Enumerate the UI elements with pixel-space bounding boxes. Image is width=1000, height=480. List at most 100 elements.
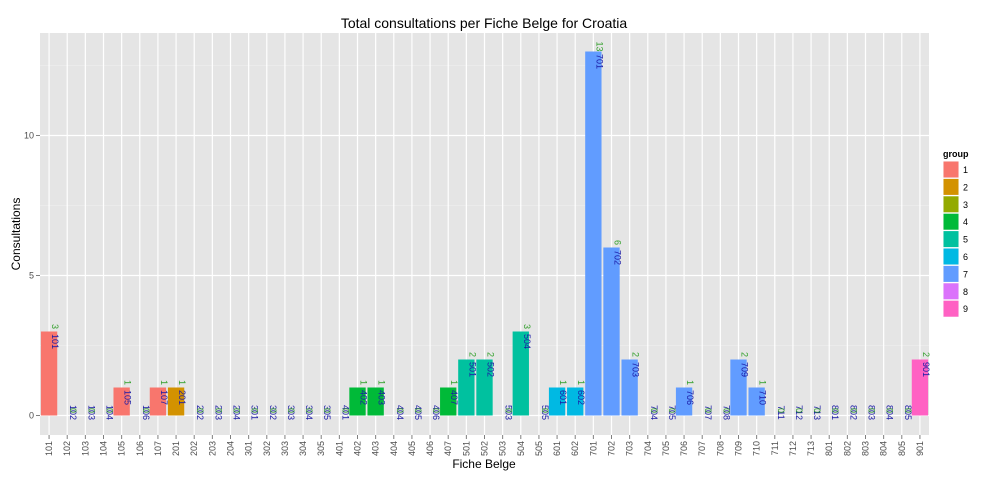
x-tick-label: 407: [443, 441, 453, 456]
legend-label: 2: [963, 182, 968, 192]
x-tick-label: 501: [461, 441, 471, 456]
bar-count-label: 0: [340, 408, 350, 413]
y-axis-title: Consultations: [9, 198, 23, 271]
bar-count-label: 0: [848, 408, 858, 413]
bar-id-label: 304: [304, 405, 314, 420]
bar-count-label: 1: [758, 380, 768, 385]
bar-count-label: 2: [467, 352, 477, 357]
bar-id-label: 202: [195, 405, 205, 420]
x-tick-label: 713: [806, 441, 816, 456]
bar-id-label: 101: [50, 334, 60, 349]
x-tick-label: 708: [715, 441, 725, 456]
legend-label: 4: [963, 217, 968, 227]
bar-id-label: 707: [703, 405, 713, 420]
x-tick-label: 403: [371, 441, 381, 456]
bar-count-label: 1: [123, 380, 133, 385]
x-tick-label: 707: [697, 441, 707, 456]
legend-swatch: [943, 300, 959, 317]
x-tick-label: 704: [643, 441, 653, 456]
bar-id-label: 201: [177, 390, 187, 405]
bar-id-label: 704: [649, 405, 659, 420]
x-tick-label: 406: [425, 441, 435, 456]
bar-id-label: 107: [159, 390, 169, 405]
bar-id-label: 801: [830, 405, 840, 420]
bar-id-label: 708: [721, 405, 731, 420]
bar-count-label: 0: [304, 408, 314, 413]
x-axis-title: Fiche Belge: [452, 457, 516, 471]
legend-swatch: [943, 265, 959, 282]
bar: [567, 387, 584, 416]
x-tick-label: 701: [588, 441, 598, 456]
bar-id-label: 406: [431, 405, 441, 420]
bar-id-label: 805: [903, 405, 913, 420]
grid-lines: [40, 33, 929, 435]
legend: group 1 2 3 4 5 6 7 8 9: [942, 149, 969, 318]
bar-id-label: 405: [413, 405, 423, 420]
x-tick-label: 104: [99, 441, 109, 456]
bar: [149, 387, 167, 416]
bar-id-label: 303: [286, 405, 296, 420]
y-axis: 0 5 10: [24, 131, 40, 421]
x-tick-label: 105: [117, 441, 127, 456]
bar-id-label: 105: [123, 390, 133, 405]
legend-label: 3: [963, 200, 968, 210]
bar: [476, 359, 493, 416]
chart-title: Total consultations per Fiche Belge for …: [341, 15, 628, 31]
bar-count-label: 0: [903, 408, 913, 413]
bar-count-label: 0: [286, 408, 296, 413]
bar-count-label: 0: [141, 408, 151, 413]
x-tick-label: 703: [625, 441, 635, 456]
bar: [730, 359, 747, 416]
x-tick-label: 305: [316, 441, 326, 456]
x-tick-label: 101: [44, 441, 54, 456]
bar: [167, 387, 185, 416]
bar-id-label: 203: [213, 405, 223, 420]
bar-count-label: 0: [86, 408, 96, 413]
x-tick-label: 804: [879, 441, 889, 456]
bar: [113, 387, 130, 416]
x-tick-label: 802: [842, 441, 852, 456]
bar-id-label: 804: [885, 405, 895, 420]
bar-id-label: 710: [758, 390, 768, 405]
bar: [585, 51, 602, 416]
bar-count-label: 0: [649, 408, 659, 413]
bar-count-label: 0: [250, 408, 260, 413]
bar-id-label: 301: [250, 405, 260, 420]
x-tick-label: 202: [189, 441, 199, 456]
bar: [911, 359, 929, 416]
x-tick-label: 505: [534, 441, 544, 456]
bar-count-label: 0: [540, 408, 550, 413]
bar-count-label: 0: [213, 408, 223, 413]
bar-id-label: 703: [631, 362, 641, 377]
x-tick-label: 107: [153, 441, 163, 456]
legend-swatch: [943, 248, 959, 265]
bar-id-label: 407: [449, 390, 459, 405]
bar-id-label: 401: [340, 405, 350, 420]
x-tick-label: 405: [407, 441, 417, 456]
bar-count-label: 13: [594, 41, 604, 51]
bar-id-label: 803: [867, 405, 877, 420]
legend-label: 9: [963, 304, 968, 314]
x-tick-label: 711: [770, 441, 780, 455]
bar-id-label: 705: [667, 405, 677, 420]
bar-id-label: 505: [540, 405, 550, 420]
bar-id-label: 503: [504, 405, 514, 420]
bar-id-label: 501: [467, 362, 477, 377]
x-tick-label: 204: [226, 441, 236, 456]
x-tick-label: 602: [570, 441, 580, 456]
bar-count-label: 0: [431, 408, 441, 413]
bar-count-label: 2: [921, 352, 931, 357]
x-tick-label: 401: [334, 441, 344, 456]
bar-count-label: 1: [359, 380, 369, 385]
x-tick-label: 203: [207, 441, 217, 456]
x-tick-label: 102: [62, 441, 72, 456]
bar: [512, 331, 529, 416]
bar-count-label: 1: [685, 380, 695, 385]
legend-swatch: [943, 213, 959, 230]
bar-count-label: 0: [68, 408, 78, 413]
y-tick-label: 5: [29, 271, 34, 281]
bar-count-label: 0: [885, 408, 895, 413]
bar-count-label: 1: [558, 380, 568, 385]
x-tick-label: 103: [80, 441, 90, 456]
